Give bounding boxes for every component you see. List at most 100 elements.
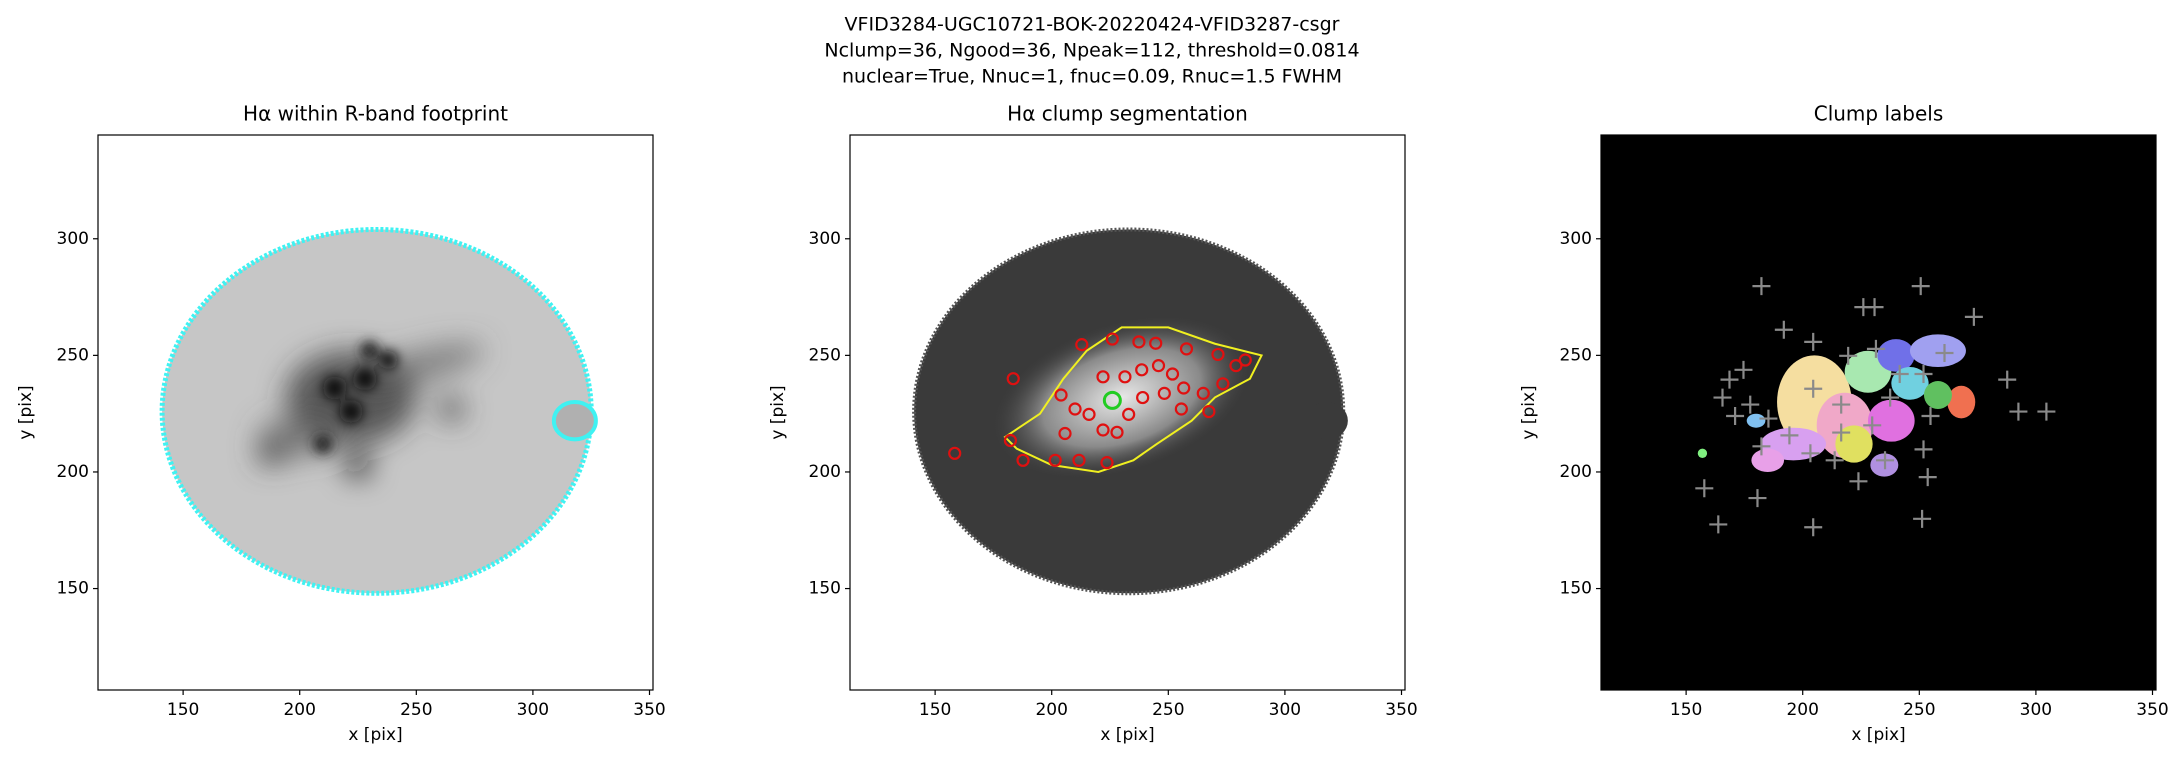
peak-marker xyxy=(1911,277,1930,296)
y-axis-label: y [pix] xyxy=(1519,385,1539,439)
clump-marker xyxy=(1016,453,1030,467)
y-tick-label: 150 xyxy=(1560,579,1592,599)
peak-marker xyxy=(1998,370,2017,389)
clump-marker xyxy=(1072,453,1086,467)
peak-marker xyxy=(1752,277,1771,296)
clump-marker xyxy=(1110,425,1124,439)
panel-title: Clump labels xyxy=(1814,102,1944,126)
clump-marker xyxy=(1068,402,1082,416)
peak-marker xyxy=(1876,451,1895,470)
peak-marker xyxy=(1914,440,1933,459)
clump-marker xyxy=(1082,407,1096,421)
peak-marker xyxy=(1832,423,1851,442)
y-tick-label: 200 xyxy=(57,462,89,482)
peak-marker xyxy=(1863,416,1882,435)
clump-marker xyxy=(1136,390,1150,405)
y-tick-label: 300 xyxy=(1560,229,1592,249)
y-axis-label: y [pix] xyxy=(16,385,36,439)
peak-marker xyxy=(1866,339,1885,358)
x-tick-label: 200 xyxy=(283,700,315,720)
x-tick-label: 350 xyxy=(2136,700,2168,720)
x-tick-label: 350 xyxy=(633,700,665,720)
clump-marker xyxy=(1048,453,1062,467)
x-tick-label: 150 xyxy=(167,700,199,720)
clump-marker xyxy=(1105,332,1119,346)
peak-marker xyxy=(1720,370,1739,389)
peak-marker xyxy=(1752,437,1771,456)
peak-marker xyxy=(1748,489,1767,508)
clump-marker xyxy=(1229,359,1243,373)
clump-marker xyxy=(1100,456,1114,470)
x-tick-label: 250 xyxy=(1152,700,1184,720)
clump-marker xyxy=(1058,426,1072,441)
y-tick-label: 150 xyxy=(809,579,841,599)
peak-marker xyxy=(1964,307,1983,326)
clump-marker xyxy=(1054,388,1068,402)
clump-marker xyxy=(1216,377,1230,391)
clump-marker xyxy=(1151,359,1166,373)
peak-marker xyxy=(1918,468,1937,487)
suptitle: nuclear=True, Nnuc=1, fnuc=0.09, Rnuc=1.… xyxy=(842,66,1342,88)
peak-marker xyxy=(1935,344,1954,363)
clump-marker xyxy=(1118,370,1132,384)
peak-marker xyxy=(1913,509,1932,528)
clump-marker xyxy=(1135,363,1149,377)
y-tick-label: 200 xyxy=(1560,462,1592,482)
peak-marker xyxy=(1804,518,1823,537)
peak-marker xyxy=(1881,388,1900,407)
x-tick-label: 250 xyxy=(1903,700,1935,720)
peak-marker xyxy=(1713,388,1732,407)
y-tick-label: 200 xyxy=(809,462,841,482)
x-tick-label: 150 xyxy=(1670,700,1702,720)
clump-marker xyxy=(1122,407,1136,421)
image xyxy=(1601,135,2156,690)
y-tick-label: 250 xyxy=(57,345,89,365)
peak-marker xyxy=(1921,406,1940,425)
y-tick-label: 250 xyxy=(1560,345,1592,365)
x-tick-label: 200 xyxy=(1786,700,1818,720)
axes-frame xyxy=(1600,134,2157,691)
image xyxy=(162,229,596,593)
clump-marker xyxy=(1157,386,1171,400)
y-tick-label: 250 xyxy=(809,345,841,365)
x-tick-label: 300 xyxy=(517,700,549,720)
y-tick-label: 150 xyxy=(57,579,89,599)
peak-marker xyxy=(1741,395,1760,414)
axes-frame xyxy=(97,134,654,691)
peak-marker xyxy=(1759,409,1778,428)
clump-marker xyxy=(1238,353,1252,367)
clump-marker xyxy=(1196,386,1210,400)
peak-marker xyxy=(1832,395,1851,414)
peak-marker xyxy=(1914,365,1933,384)
peak-marker xyxy=(1849,472,1868,491)
suptitle: VFID3284-UGC10721-BOK-20220424-VFID3287-… xyxy=(845,14,1340,36)
clump-marker xyxy=(1165,367,1180,381)
clump-marker xyxy=(1132,335,1146,349)
clump-marker xyxy=(1075,338,1089,352)
x-tick-label: 150 xyxy=(919,700,951,720)
clump-marker xyxy=(1149,336,1163,350)
x-tick-label: 350 xyxy=(1385,700,1417,720)
peak-marker xyxy=(1695,479,1714,498)
peak-marker xyxy=(1865,298,1884,317)
clump-marker xyxy=(1102,390,1122,410)
peak-marker xyxy=(1825,451,1844,470)
peak-marker xyxy=(1734,360,1753,379)
clump-marker xyxy=(1003,433,1018,448)
suptitle: Nclump=36, Ngood=36, Npeak=112, threshol… xyxy=(824,40,1359,62)
clump-marker xyxy=(1096,370,1110,384)
x-axis-label: x [pix] xyxy=(348,725,402,745)
peak-marker xyxy=(1804,379,1823,398)
x-tick-label: 300 xyxy=(2020,700,2052,720)
peak-marker xyxy=(1774,320,1793,339)
x-tick-label: 200 xyxy=(1035,700,1067,720)
y-tick-label: 300 xyxy=(57,229,89,249)
clump-marker xyxy=(1174,402,1188,416)
axes-frame xyxy=(849,134,1406,691)
peak-marker xyxy=(1890,365,1909,384)
y-axis-label: y [pix] xyxy=(768,385,788,439)
peak-marker xyxy=(1839,346,1858,365)
x-axis-label: x [pix] xyxy=(1851,725,1905,745)
clump-marker xyxy=(1006,372,1020,386)
